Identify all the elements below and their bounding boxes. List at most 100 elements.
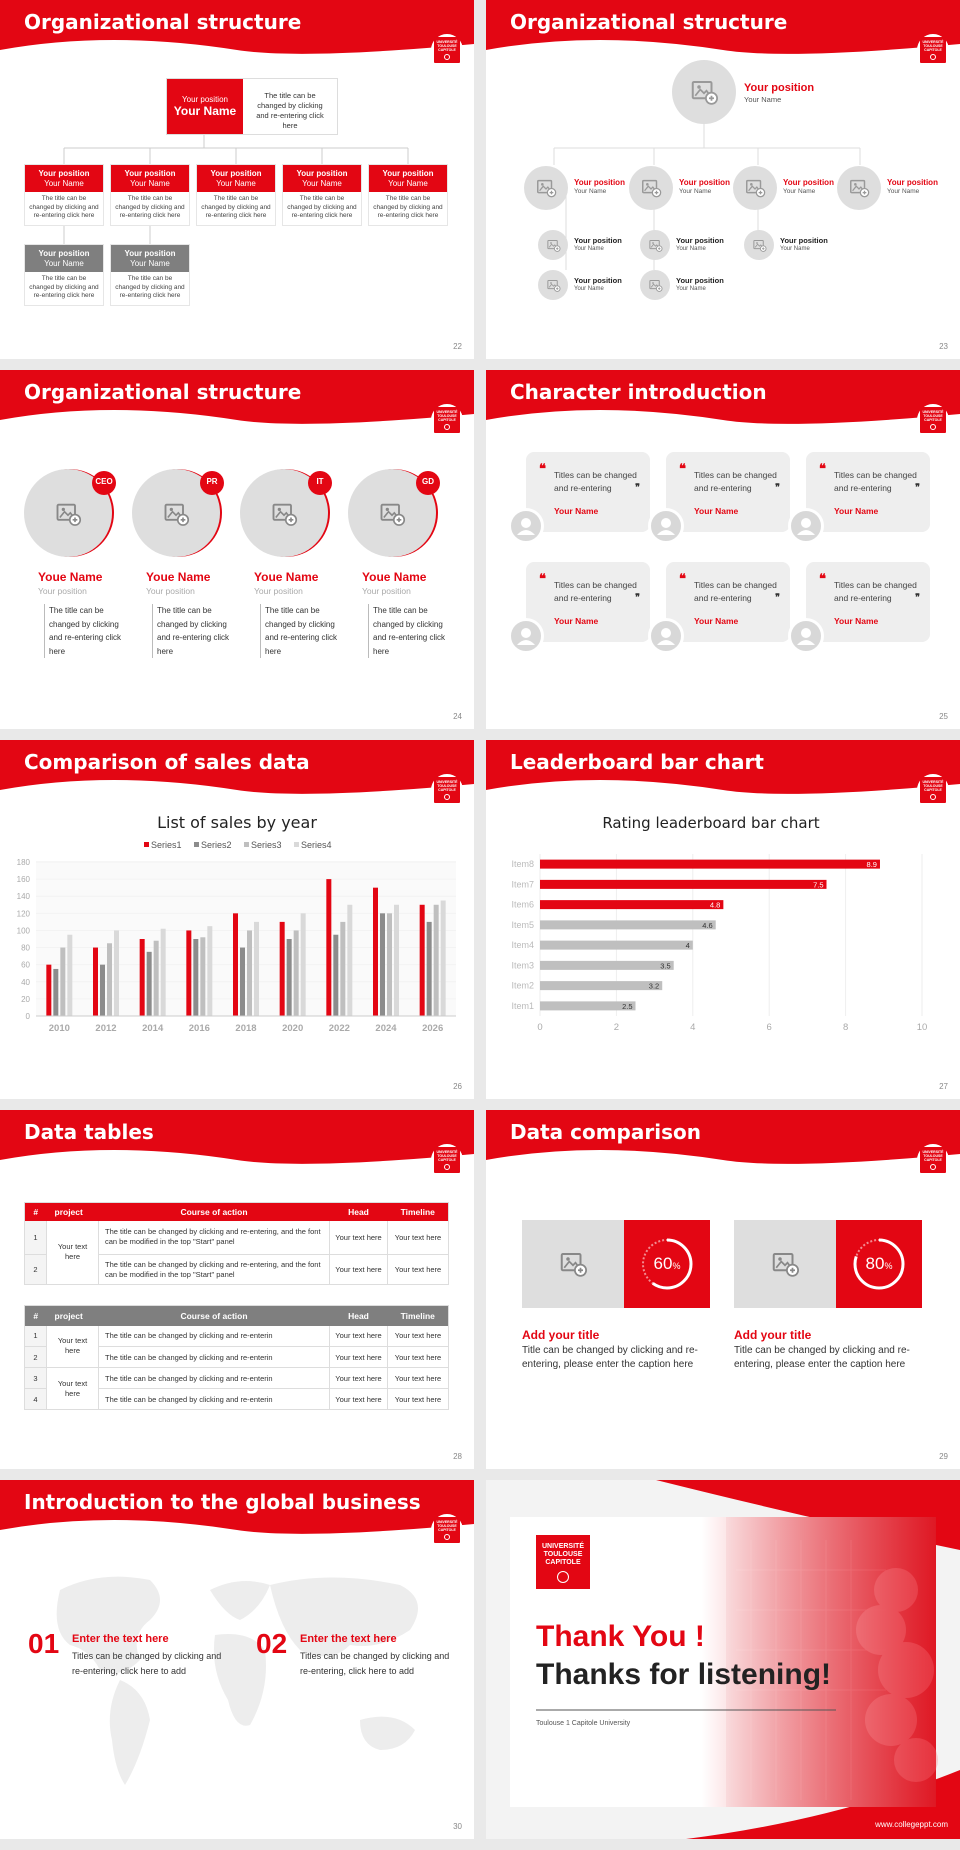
org-box[interactable]: Your position Your Name The title can be c… <box>110 164 190 226</box>
character-card[interactable]: ❝ Titles can be changed and re-entering ❞ Y… <box>666 452 790 532</box>
role-tag: CEO <box>95 477 113 486</box>
legend-swatch <box>144 842 149 847</box>
slide-header <box>486 370 960 432</box>
character-card[interactable]: ❝ Titles can be changed and re-entering ❞ Y… <box>526 562 650 642</box>
table-row: 4 The title can be changed by clicking a… <box>24 1388 449 1410</box>
image-placeholder-icon <box>746 179 766 198</box>
slide-29[interactable]: Data comparison UNIVERSITÉ TOULOUSE CAPITO… <box>486 1110 960 1469</box>
bar <box>107 943 112 1016</box>
person-name: Youe Name <box>362 570 427 584</box>
slide-header <box>486 0 960 62</box>
page-number: 23 <box>939 342 948 351</box>
slide-24[interactable]: Organizational structure UNIVERSITÉ TOULO… <box>0 370 474 729</box>
org-box[interactable]: Your position Your Name The title can be c… <box>196 164 276 226</box>
avatar <box>788 508 824 544</box>
image-placeholder-icon <box>648 239 662 252</box>
small-caption: Your position Your Name <box>574 236 622 252</box>
slide-31[interactable]: UNIVERSITÉ TOULOUSE CAPITOLE Thank You ! T… <box>486 1480 960 1839</box>
card-name: Your Name <box>694 506 739 516</box>
slide-23[interactable]: Organizational structure UNIVERSITÉ TOULO… <box>486 0 960 359</box>
page-number: 30 <box>453 1822 462 1831</box>
small-photo[interactable] <box>640 270 670 300</box>
x-tick-label: 2014 <box>142 1023 164 1034</box>
character-card[interactable]: ❝ Titles can be changed and re-entering ❞ Y… <box>666 562 790 642</box>
small-photo[interactable] <box>744 230 774 260</box>
org-box[interactable]: Your position Your Name The title can be c… <box>24 164 104 226</box>
org-box[interactable]: Your position Your Name The title can be c… <box>24 244 104 306</box>
percent-panel <box>624 1220 710 1308</box>
bar <box>146 951 152 1016</box>
image-placeholder-icon <box>772 1253 799 1277</box>
percent-panel <box>836 1220 922 1308</box>
slide-title: Introduction to the global business <box>24 1490 421 1514</box>
table-row: 1 Your text here The title can be change… <box>24 1325 449 1368</box>
legend-swatch <box>194 842 199 847</box>
person-name: Youe Name <box>38 570 103 584</box>
slide-25[interactable]: Character introduction UNIVERSITÉ TOULOUS… <box>486 370 960 729</box>
mid-photo[interactable] <box>629 166 673 210</box>
image-placeholder[interactable] <box>522 1220 624 1308</box>
box-name: Your Name <box>130 179 170 188</box>
item-title: Add your title <box>522 1328 600 1342</box>
item-text: Title can be changed by clicking and re-… <box>734 1345 910 1370</box>
bar <box>286 939 292 1016</box>
image-placeholder[interactable] <box>734 1220 836 1308</box>
mid-photo[interactable] <box>733 166 777 210</box>
slide-26[interactable]: Comparison of sales data UNIVERSITÉ TOULO… <box>0 740 474 1099</box>
small-caption: Your position Your Name <box>780 236 828 252</box>
bar <box>67 934 73 1016</box>
mid-photo[interactable] <box>837 166 881 210</box>
person-position: Your position <box>38 586 87 596</box>
bar <box>233 913 238 1016</box>
image-placeholder-icon <box>560 1253 587 1277</box>
slide-header <box>0 1110 474 1172</box>
character-card[interactable]: ❝ Titles can be changed and re-entering ❞ Y… <box>806 562 930 642</box>
user-avatar-icon <box>797 518 815 535</box>
slide-header <box>0 740 474 802</box>
person-position: Your position <box>254 586 303 596</box>
org-box[interactable]: Your position Your Name The title can be c… <box>368 164 448 226</box>
slide-27[interactable]: Leaderboard bar chart UNIVERSITÉ TOULOUSE… <box>486 740 960 1099</box>
bar <box>440 900 446 1016</box>
image-placeholder-icon <box>164 503 190 526</box>
mid-caption: Your position Your Name <box>574 178 625 195</box>
slide-30[interactable]: Introduction to the global business UNIV… <box>0 1480 474 1839</box>
card-name: Your Name <box>834 506 879 516</box>
quote-open-icon: ❝ <box>679 572 686 587</box>
image-placeholder-icon <box>56 503 82 526</box>
org-box[interactable]: Your position Your Name The title can be c… <box>282 164 362 226</box>
quote-close-icon: ❞ <box>775 482 780 492</box>
y-tick-label: Item6 <box>511 900 534 910</box>
website-url[interactable]: www.collegeppt.com <box>875 1820 948 1829</box>
small-photo[interactable] <box>538 270 568 300</box>
slide-header <box>486 740 960 802</box>
bar <box>387 913 392 1016</box>
quote-close-icon: ❞ <box>635 482 640 492</box>
slide-28[interactable]: Data tables UNIVERSITÉ TOULOUSE CAPITOLE #… <box>0 1110 474 1469</box>
y-tick-label: 60 <box>21 961 30 970</box>
x-tick-label: 2020 <box>282 1023 303 1034</box>
small-photo[interactable] <box>640 230 670 260</box>
y-tick-label: Item7 <box>511 879 534 889</box>
top-node[interactable]: Your position Your Name The title can be … <box>166 78 338 135</box>
mid-photo[interactable] <box>524 166 568 210</box>
data-label: 4.8 <box>710 901 720 910</box>
role-tag: GD <box>422 477 434 486</box>
quote-open-icon: ❝ <box>819 572 826 587</box>
plot-area <box>36 862 456 1016</box>
character-card[interactable]: ❝ Titles can be changed and re-entering ❞ Y… <box>806 452 930 532</box>
bar <box>373 887 378 1016</box>
box-text: The title can be changed by clicking and… <box>201 195 271 219</box>
box-position: Your position <box>124 249 176 258</box>
bar <box>326 879 332 1016</box>
character-card[interactable]: ❝ Titles can be changed and re-entering ❞ Y… <box>526 452 650 532</box>
top-photo[interactable] <box>672 60 736 124</box>
small-photo[interactable] <box>538 230 568 260</box>
bar <box>333 934 339 1016</box>
small-caption: Your position Your Name <box>574 276 622 292</box>
item-title: Add your title <box>734 1328 812 1342</box>
data-label: 7.5 <box>813 880 823 889</box>
y-tick-label: 180 <box>17 858 31 867</box>
org-box[interactable]: Your position Your Name The title can be c… <box>110 244 190 306</box>
slide-22[interactable]: Organizational structure UNIVERSITÉ TOULO… <box>0 0 474 359</box>
